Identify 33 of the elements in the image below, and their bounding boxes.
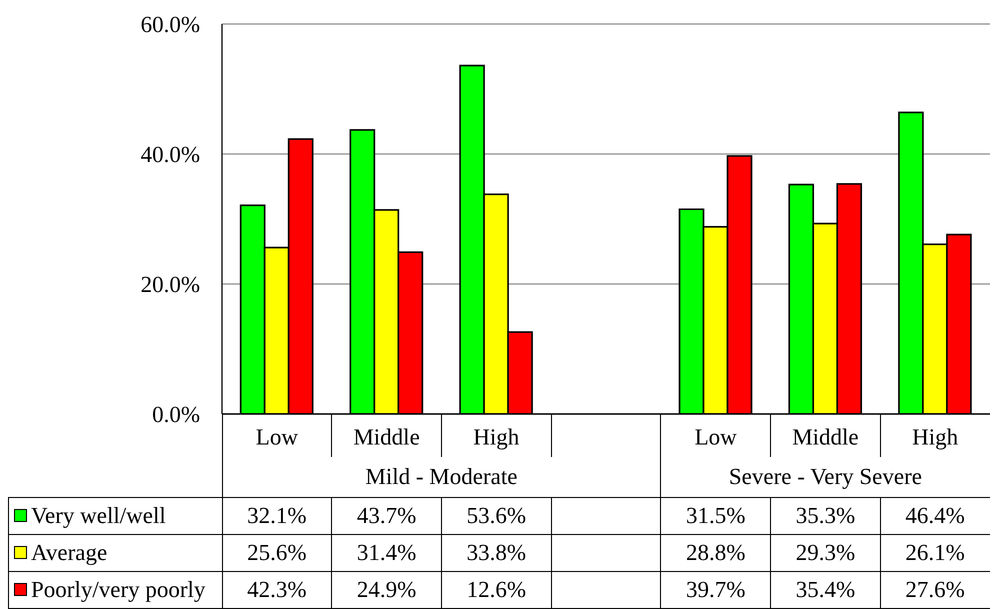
data-label: 39.7% (686, 576, 746, 602)
data-label: 42.3% (247, 576, 307, 602)
data-label: 29.3% (796, 540, 856, 566)
x-tick-label: High (912, 424, 959, 450)
x-tick-label: High (473, 424, 520, 450)
y-tick-label: 20.0% (140, 272, 200, 298)
text: Severe - Very Severe (728, 464, 922, 490)
legend-label: Poorly/very poorly (31, 576, 206, 602)
x-tick-label: Low (256, 424, 298, 450)
data-label: 53.6% (466, 502, 526, 528)
data-label: 24.9% (356, 576, 416, 602)
data-label: 43.7% (356, 502, 416, 528)
data-label: 27.6% (905, 576, 965, 602)
legend-label: Very well/well (31, 502, 166, 528)
data-label: 32.1% (247, 502, 307, 528)
x-tick-label: Middle (792, 424, 859, 450)
data-label: 25.6% (247, 540, 307, 566)
y-tick-label: 60.0% (140, 12, 200, 38)
data-label: 28.8% (686, 540, 746, 566)
data-label: 31.5% (686, 502, 746, 528)
data-label: 35.4% (796, 576, 856, 602)
data-label: 46.4% (905, 502, 965, 528)
data-label: 33.8% (466, 540, 526, 566)
y-tick-label: 0.0% (152, 402, 200, 428)
y-tick-label: 40.0% (140, 142, 200, 168)
x-tick-label: Low (694, 424, 738, 450)
data-label: 12.6% (466, 576, 526, 602)
data-label: 35.3% (796, 502, 856, 528)
data-label: 31.4% (356, 540, 416, 566)
data-label: 26.1% (905, 540, 965, 566)
legend-label: Average (31, 540, 108, 566)
text: Mild - Moderate (365, 464, 518, 490)
x-tick-label: Middle (353, 424, 420, 450)
